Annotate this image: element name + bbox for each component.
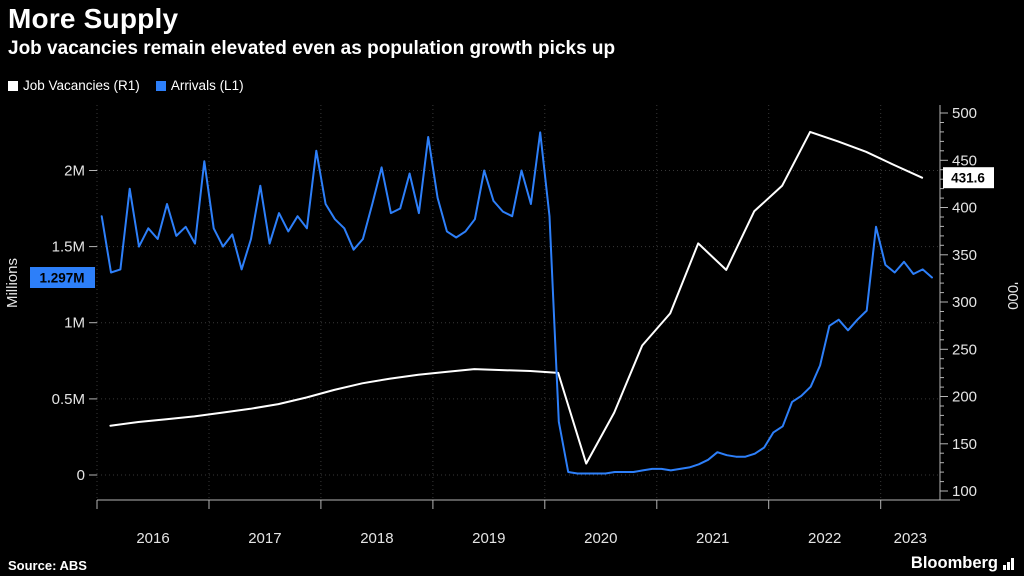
legend-swatch-job-vacancies [8,80,18,91]
bloomberg-logo: Bloomberg [911,554,1014,573]
svg-text:2018: 2018 [360,530,393,547]
svg-text:1.5M: 1.5M [52,239,85,256]
bloomberg-wordmark: Bloomberg [910,554,998,572]
axes [89,105,960,509]
svg-text:450: 450 [952,152,977,169]
svg-text:1.297M: 1.297M [39,271,84,286]
right-axis-title: '000 [1004,282,1021,310]
series-job-vacancies-line [109,130,924,465]
legend-label-arrivals: Arrivals (L1) [170,78,244,93]
svg-text:1M: 1M [64,315,85,332]
gridlines [96,105,940,500]
legend-swatch-arrivals [155,80,166,91]
svg-text:2020: 2020 [584,530,617,547]
svg-text:400: 400 [952,200,977,217]
left-axis-title: Millions [4,258,21,309]
svg-text:431.6: 431.6 [951,171,985,186]
svg-text:2016: 2016 [136,530,169,547]
svg-text:0.5M: 0.5M [52,391,85,408]
page-title: More Supply [8,3,179,34]
axis-tick-labels: 0 0.5M 1M 1.5M 2M 100 150 200 250 300 350 400 450 500… [52,105,977,547]
svg-text:2019: 2019 [472,530,505,547]
svg-text:150: 150 [952,436,977,453]
legend-item-arrivals: Arrivals (L1) [155,78,244,93]
page-subtitle: Job vacancies remain elevated even as po… [8,38,616,59]
series-arrivals-line [100,131,933,475]
bloomberg-chart-icon [1003,557,1014,570]
current-value-label-job-vacancies: 431.6 [943,167,994,189]
svg-text:300: 300 [952,294,977,311]
legend-item-job-vacancies: Job Vacancies (R1) [8,78,140,93]
svg-text:2023: 2023 [894,530,927,547]
svg-text:500: 500 [952,105,977,122]
svg-text:2022: 2022 [808,530,841,547]
legend-label-job-vacancies: Job Vacancies (R1) [23,78,140,93]
svg-text:350: 350 [952,247,977,264]
svg-text:0: 0 [77,467,85,484]
svg-text:250: 250 [952,341,977,358]
svg-text:2017: 2017 [248,530,281,547]
current-value-label-arrivals: 1.297M [30,267,95,288]
source-credit: Source: ABS [8,558,87,573]
svg-text:100: 100 [952,483,977,500]
svg-text:200: 200 [952,389,977,406]
legend: Job Vacancies (R1) Arrivals (L1) [8,78,244,93]
svg-text:2M: 2M [64,163,85,180]
svg-text:2021: 2021 [696,530,729,547]
